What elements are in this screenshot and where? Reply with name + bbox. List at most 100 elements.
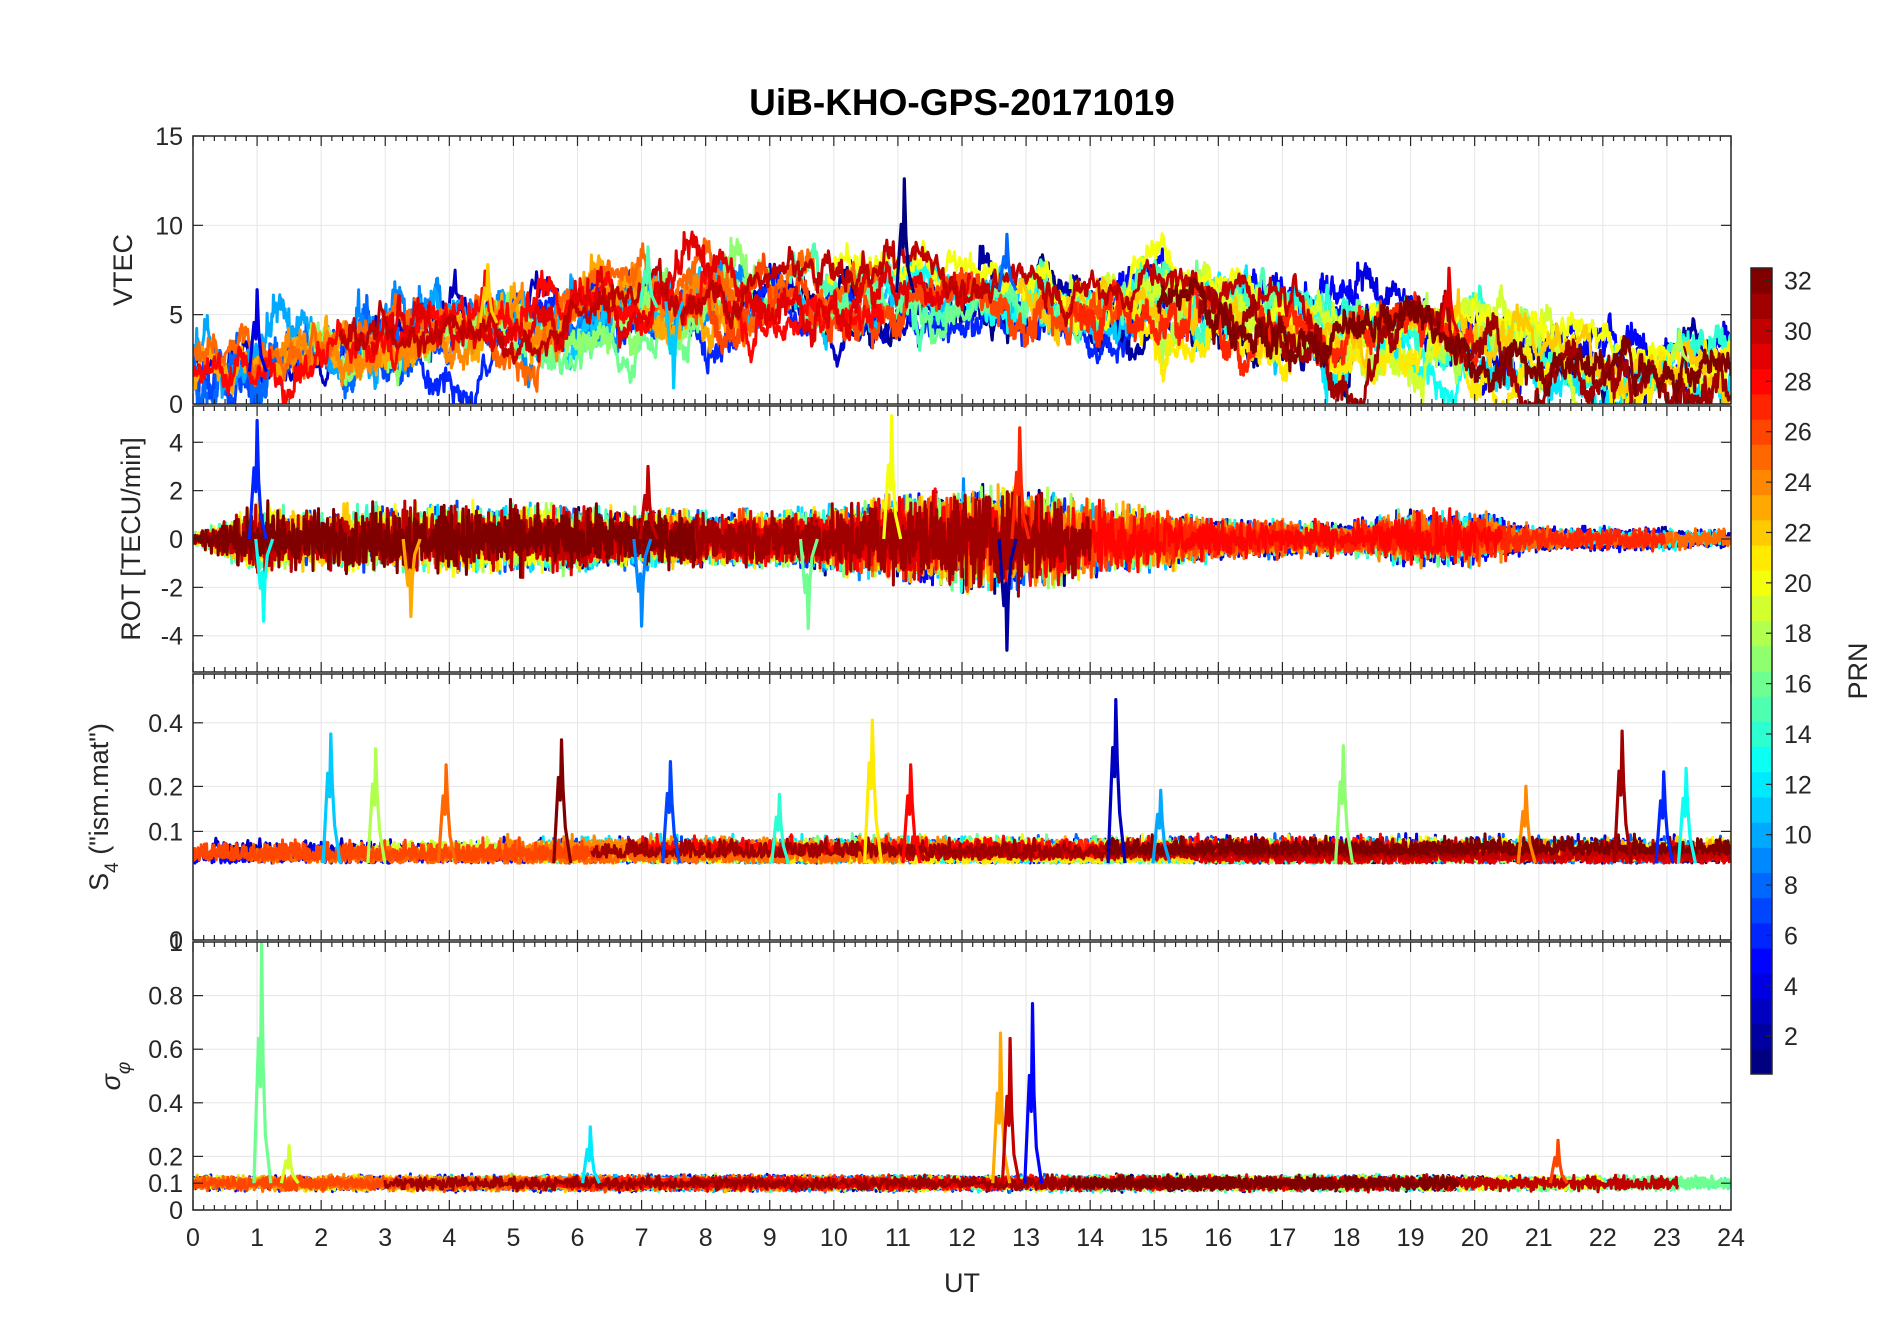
- x-tick-label: 18: [1333, 1224, 1361, 1252]
- spike-mark: [638, 464, 659, 540]
- colorbar-segment: [1751, 570, 1772, 596]
- x-tick-label: 14: [1076, 1224, 1104, 1252]
- series-line: [685, 252, 1125, 355]
- spike-mark: [1612, 729, 1633, 864]
- colorbar-tick-label: 24: [1784, 469, 1812, 497]
- panel-vtec: 0 5 10 15 VTEC: [108, 123, 1732, 419]
- panel-s4: 0 0.1 0.2 0.4 S4 ("ism.mat"): [84, 673, 1732, 955]
- spike-mark: [901, 763, 922, 864]
- spike-mark: [1023, 1001, 1044, 1184]
- spike-mark: [1106, 697, 1127, 864]
- y-tick-label: 0.2: [148, 1143, 183, 1171]
- y-axis-label-main: S: [84, 873, 114, 891]
- series-line: [370, 230, 972, 357]
- y-tick-label: 0: [169, 1197, 183, 1225]
- colorbar-tick-label: 32: [1784, 268, 1812, 296]
- spike-mark: [1516, 784, 1537, 864]
- x-tick-label: 21: [1525, 1224, 1553, 1252]
- colorbar-tick-label: 8: [1784, 872, 1798, 900]
- colorbar-segment: [1751, 268, 1772, 294]
- x-tick-label: 10: [820, 1224, 848, 1252]
- y-tick-label: 10: [155, 212, 183, 240]
- spike-mark: [997, 232, 1018, 292]
- y-tick-label: 5: [169, 302, 183, 330]
- colorbar-frame: [1750, 267, 1773, 1075]
- y-tick-label: 0.6: [148, 1036, 183, 1064]
- spike-mark: [247, 418, 268, 540]
- spike-mark: [632, 538, 653, 628]
- y-axis-label: σφ: [96, 1062, 135, 1091]
- colorbar-tick-label: 14: [1784, 721, 1812, 749]
- x-tick-label: 22: [1589, 1224, 1617, 1252]
- x-tick-label: 6: [571, 1224, 585, 1252]
- spike-mark: [1010, 426, 1031, 540]
- colorbar-segment: [1751, 847, 1772, 873]
- x-tick-label: 8: [699, 1224, 713, 1252]
- y-axis-label: S4 ("ism.mat"): [84, 723, 123, 891]
- colorbar-tick-label: 22: [1784, 519, 1812, 547]
- colorbar-segment: [1751, 796, 1772, 823]
- spike-mark: [581, 1125, 601, 1184]
- y-tick-label: 0.1: [148, 818, 183, 846]
- spike-mark: [552, 738, 573, 864]
- x-tick-label: 0: [186, 1224, 200, 1252]
- spike-mark: [279, 1144, 300, 1185]
- colorbar-tick-label: 2: [1784, 1023, 1798, 1051]
- colorbar-segment: [1751, 721, 1772, 748]
- y-tick-label: 4: [169, 429, 183, 457]
- series-lines: [193, 942, 1731, 1194]
- colorbar-segment: [1751, 948, 1772, 974]
- spike-mark: [1151, 788, 1172, 864]
- x-axis-label: UT: [944, 1268, 980, 1298]
- colorbar-tick-label: 12: [1784, 771, 1812, 799]
- spike-mark: [247, 288, 268, 373]
- axes: 00.10.20.40.60.81: [148, 929, 1732, 1225]
- colorbar-label: PRN: [1843, 642, 1873, 699]
- colorbar-segment: [1751, 469, 1772, 496]
- series-line: [1104, 832, 1731, 856]
- colorbar-segment: [1751, 419, 1772, 445]
- y-tick-label: 0.2: [148, 773, 183, 801]
- spike-mark: [863, 718, 884, 864]
- colorbar-segment: [1751, 922, 1772, 949]
- y-tick-label: 15: [155, 123, 183, 151]
- panel-rot: -4 -2 0 2 4 ROT [TECU/min]: [116, 405, 1732, 673]
- spike-mark: [1670, 329, 1691, 363]
- x-tick-label: 24: [1717, 1224, 1745, 1252]
- colorbar-segments: [1751, 268, 1772, 1075]
- colorbar-tick-label: 6: [1784, 922, 1798, 950]
- y-tick-label: -2: [161, 574, 183, 602]
- axes: 0 0.1 0.2 0.4: [148, 673, 1732, 955]
- x-tick-label: 1: [250, 1224, 264, 1252]
- series-line: [193, 497, 697, 579]
- colorbar-tick-label: 28: [1784, 368, 1812, 396]
- x-tick-label: 19: [1397, 1224, 1425, 1252]
- spike-mark: [895, 177, 916, 294]
- panel-sigma-phi: 00.10.20.40.60.81 σφ: [96, 929, 1732, 1225]
- x-tick-label: 11: [885, 1224, 911, 1252]
- spike-mark: [1000, 1036, 1021, 1184]
- x-tick-label: 12: [948, 1224, 976, 1252]
- colorbar-tick-label: 18: [1784, 620, 1812, 648]
- colorbar-segment: [1751, 444, 1772, 470]
- y-axis-label: ROT [TECU/min]: [116, 437, 146, 641]
- spike-mark: [436, 763, 457, 864]
- spike-mark: [882, 414, 903, 540]
- series-lines: [193, 697, 1731, 865]
- colorbar-segment: [1751, 897, 1772, 924]
- x-tick-labels: 0 1 2 3 4 5 6 7 8 9 10 11 12 13 14 15 16 17 18 19 20 21 22 23 24: [186, 1224, 1745, 1252]
- colorbar-segment: [1751, 318, 1772, 345]
- spike-mark: [1676, 766, 1697, 864]
- colorbar-segment: [1751, 595, 1772, 622]
- spike-mark: [1439, 266, 1460, 334]
- series-line: [1065, 1173, 1460, 1193]
- x-tick-label: 15: [1140, 1224, 1168, 1252]
- colorbar-segment: [1751, 645, 1772, 672]
- colorbar-segment: [1751, 343, 1772, 370]
- x-tick-label: 5: [506, 1224, 520, 1252]
- colorbar-segment: [1751, 671, 1772, 697]
- colorbar-segment: [1751, 368, 1772, 395]
